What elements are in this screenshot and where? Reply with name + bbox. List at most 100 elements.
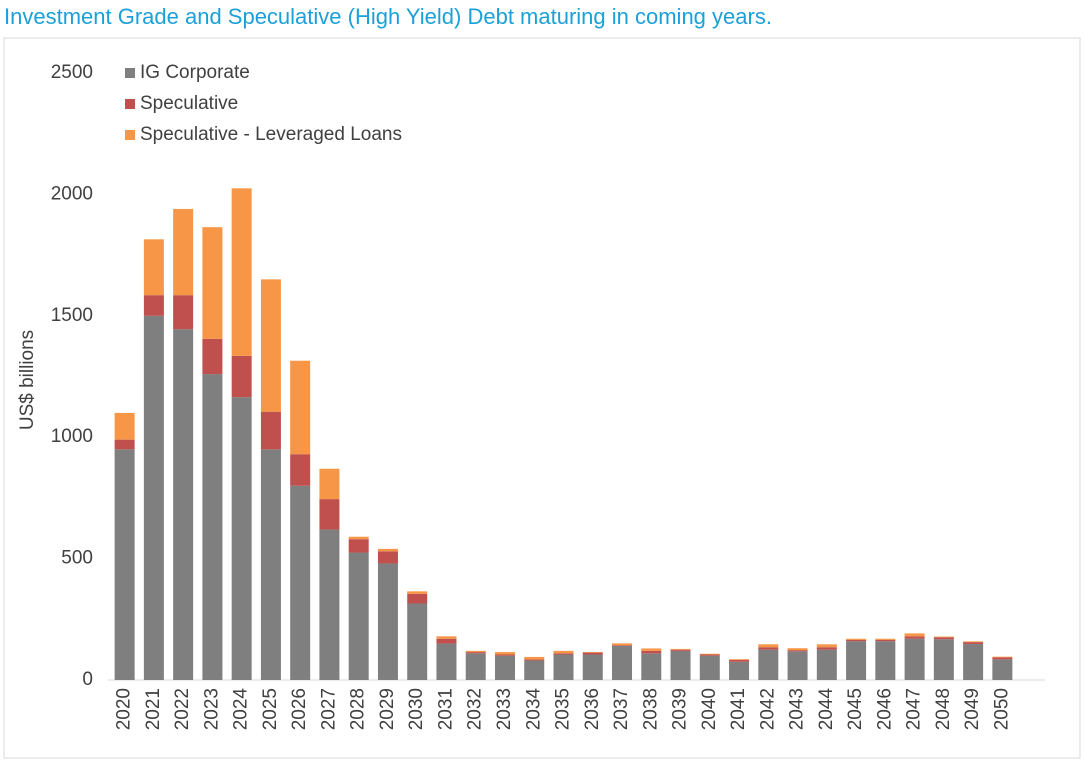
bar-segment — [992, 657, 1012, 658]
x-tick-label: 2032 — [465, 688, 486, 730]
bar-segment — [261, 449, 281, 680]
x-tick-label: 2023 — [201, 688, 222, 730]
bar-segment — [700, 655, 720, 656]
bar-segment — [173, 329, 193, 680]
legend-swatch — [125, 99, 135, 109]
x-tick-label: 2025 — [260, 688, 281, 730]
y-tick-label: 2500 — [51, 62, 93, 83]
bar-segment — [846, 640, 866, 641]
bar-segment — [700, 654, 720, 655]
bar-segment — [319, 499, 339, 529]
x-tick-label: 2047 — [904, 688, 925, 730]
x-tick-label: 2028 — [348, 688, 369, 730]
x-tick-label: 2044 — [816, 688, 837, 731]
bar-segment — [846, 641, 866, 680]
bar-segment — [758, 647, 778, 649]
bar-segment — [144, 295, 164, 316]
bar-segment — [466, 653, 486, 680]
y-tick-label: 2000 — [51, 183, 93, 204]
x-tick-label: 2038 — [640, 688, 661, 730]
x-tick-label: 2035 — [553, 688, 574, 730]
bar-segment — [466, 651, 486, 652]
bar-segment — [963, 642, 983, 644]
bar-segment — [905, 639, 925, 680]
bar-segment — [524, 661, 544, 680]
bar-segment — [232, 397, 252, 680]
x-tick-label: 2040 — [699, 688, 720, 730]
x-tick-label: 2029 — [377, 688, 398, 730]
bar-segment — [466, 652, 486, 653]
x-tick-label: 2042 — [757, 688, 778, 730]
bar-segment — [788, 648, 808, 650]
bar-segment — [671, 649, 691, 650]
x-tick-label: 2024 — [231, 688, 252, 731]
bar-segment — [436, 636, 456, 638]
bar-segment — [232, 188, 252, 356]
bar-segment — [641, 648, 661, 650]
bar-segment — [495, 656, 515, 680]
bar-segment — [290, 454, 310, 486]
y-tick-label: 1000 — [51, 426, 93, 447]
bar-segment — [144, 316, 164, 680]
bar-segment — [963, 641, 983, 642]
bar-segment — [934, 639, 954, 680]
x-tick-label: 2034 — [523, 688, 544, 731]
x-tick-label: 2045 — [845, 688, 866, 730]
bar-segment — [290, 486, 310, 680]
bar-segment — [554, 651, 574, 653]
bar-segment — [524, 659, 544, 660]
legend-swatch — [125, 68, 135, 78]
bar-segment — [378, 549, 398, 551]
x-tick-label: 2048 — [933, 688, 954, 730]
x-tick-label: 2020 — [114, 688, 135, 730]
chart-title: Investment Grade and Speculative (High Y… — [4, 4, 772, 29]
bar-segment — [817, 644, 837, 647]
bar-segment — [202, 227, 222, 339]
bar-segment — [115, 413, 135, 440]
legend-label: IG Corporate — [140, 62, 250, 83]
x-tick-label: 2026 — [289, 688, 310, 730]
legend-swatch — [125, 130, 135, 140]
x-tick-label: 2021 — [143, 688, 164, 730]
bar-segment — [495, 655, 515, 656]
bar-segment — [261, 412, 281, 450]
bar-segment — [905, 633, 925, 636]
bar-segment — [641, 651, 661, 653]
bar-segment — [992, 659, 1012, 680]
x-tick-label: 2033 — [494, 688, 515, 730]
y-tick-label: 1500 — [51, 305, 93, 326]
bar-segment — [817, 650, 837, 680]
bar-segment — [583, 655, 603, 680]
bar-segment — [232, 356, 252, 397]
bar-segment — [641, 653, 661, 680]
bar-segment — [875, 640, 895, 641]
bar-segment — [436, 639, 456, 644]
x-tick-label: 2027 — [318, 688, 339, 730]
bar-segment — [554, 655, 574, 680]
bar-segment — [905, 636, 925, 638]
bar-segment — [407, 594, 427, 604]
bar-segment — [144, 239, 164, 295]
bar-segment — [612, 645, 632, 646]
bar-segment — [846, 639, 866, 640]
bar-segment — [817, 647, 837, 649]
y-axis-label: US$ billions — [17, 330, 38, 430]
x-tick-label: 2037 — [611, 688, 632, 730]
x-tick-label: 2039 — [670, 688, 691, 730]
legend-label: Speculative - Leveraged Loans — [140, 124, 402, 145]
bar-segment — [524, 657, 544, 659]
bar-segment — [495, 652, 515, 654]
bar-segment — [349, 553, 369, 680]
x-tick-label: 2041 — [728, 688, 749, 730]
bar-segment — [319, 529, 339, 680]
bar-segment — [612, 646, 632, 680]
x-tick-label: 2049 — [962, 688, 983, 730]
bar-segment — [378, 551, 398, 563]
x-tick-label: 2043 — [787, 688, 808, 730]
bar-segment — [319, 469, 339, 499]
bar-segment — [583, 653, 603, 655]
x-tick-label: 2046 — [874, 688, 895, 730]
bar-segment — [554, 653, 574, 654]
x-tick-label: 2031 — [435, 688, 456, 730]
